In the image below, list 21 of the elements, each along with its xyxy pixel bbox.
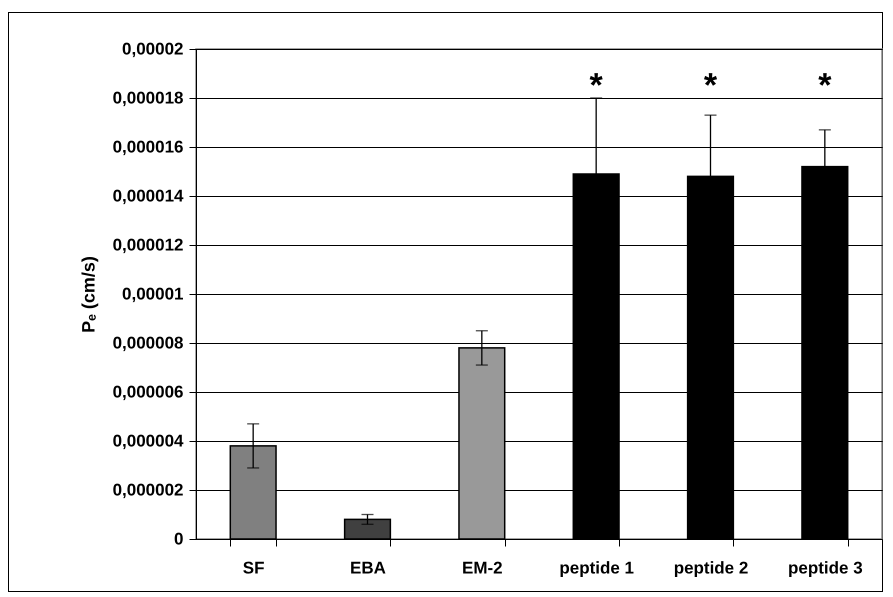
- annotation: *: [704, 66, 718, 104]
- y-tick-label: 0,00001: [122, 284, 184, 304]
- y-tick-label: 0,00002: [122, 40, 184, 58]
- y-tick-label: 0,000004: [112, 432, 184, 450]
- y-tick-label: 0,000016: [112, 138, 184, 156]
- y-axis-title: Pₑ (cm/s): [78, 256, 99, 333]
- x-tick-label: EM-2: [462, 558, 503, 578]
- y-tick-label: 0: [174, 530, 184, 548]
- annotation: *: [590, 66, 604, 104]
- annotation: *: [818, 66, 832, 104]
- y-tick-label: 0,000014: [112, 186, 184, 206]
- x-tick-label: SF: [242, 558, 265, 578]
- y-tick-label: 0,000012: [112, 236, 184, 254]
- y-tick-label: 0,000006: [112, 382, 184, 402]
- y-tick-label: 0,000002: [112, 480, 184, 500]
- x-tick-label: peptide 1: [559, 558, 634, 578]
- y-tick-label: 0,000008: [112, 334, 184, 352]
- x-tick-label: peptide 3: [788, 558, 863, 578]
- x-tick-label: peptide 2: [674, 558, 748, 578]
- y-tick-label: 0,000018: [112, 88, 184, 108]
- x-tick-label: EBA: [350, 558, 386, 578]
